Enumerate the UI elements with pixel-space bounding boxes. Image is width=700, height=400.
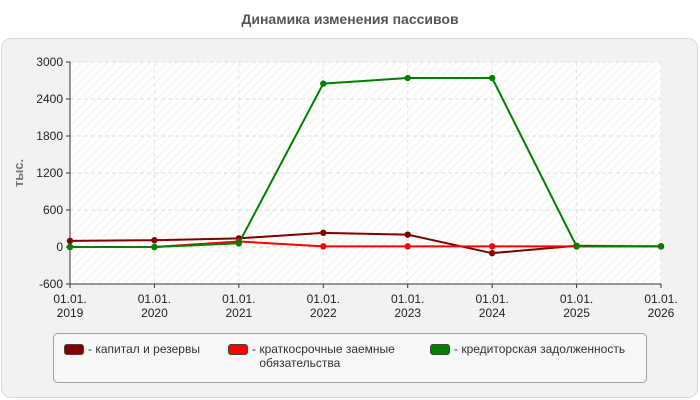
y-tick-label: 3000 xyxy=(36,55,63,69)
x-tick-label: 01.01. 2022 xyxy=(307,292,340,320)
legend-dash: - xyxy=(88,342,96,356)
x-tick-labels: 01.01. 2019 01.01. 2020 01.01. 2021 01.01. 2022… xyxy=(53,284,678,320)
y-tick-label: 600 xyxy=(43,203,63,217)
y-tick-label: -600 xyxy=(39,277,63,291)
legend-dash: - xyxy=(454,342,462,356)
data-point xyxy=(66,237,74,245)
x-tick-label: 01.01. 2024 xyxy=(475,292,508,320)
legend-swatch xyxy=(430,344,450,355)
y-axis-label: тыс. xyxy=(11,159,26,187)
data-point xyxy=(320,243,327,250)
legend-item: - кредиторская задолженность xyxy=(430,342,625,356)
series-3 xyxy=(66,74,665,251)
legend-swatch xyxy=(228,344,248,355)
data-point xyxy=(235,240,243,247)
chart-title: Динамика изменения пассивов xyxy=(241,11,459,27)
data-point xyxy=(573,243,580,250)
legend-label: капитал и резервы xyxy=(95,342,200,356)
data-point xyxy=(404,243,411,250)
data-point xyxy=(404,231,411,238)
y-tick-label: 2400 xyxy=(36,92,63,106)
series-line xyxy=(70,77,661,248)
data-point xyxy=(151,237,158,244)
x-tick-label: 01.01. 2019 xyxy=(53,292,86,320)
legend-label: кредиторская задолженность xyxy=(461,342,626,356)
y-tick-labels: -600 0 600 1200 1800 2400 3000 xyxy=(36,55,70,291)
legend-dash: - xyxy=(252,342,260,356)
legend-item: - краткосрочные заемные обязательства xyxy=(228,342,419,370)
x-tick-label: 01.01. 2025 xyxy=(560,292,593,320)
series-lines xyxy=(66,74,665,257)
data-point xyxy=(66,243,74,251)
x-tick-label: 01.01. 2020 xyxy=(138,292,171,320)
legend-item: - капитал и резервы xyxy=(64,342,200,356)
y-tick-label: 1200 xyxy=(36,166,63,180)
legend-label: краткосрочные заемные обязательства xyxy=(259,342,395,370)
data-point xyxy=(151,243,158,251)
data-point xyxy=(404,74,411,82)
data-point xyxy=(488,74,496,82)
data-point xyxy=(657,243,665,250)
data-point xyxy=(320,80,327,87)
y-tick-label: 1800 xyxy=(36,129,63,143)
x-tick-label: 01.01. 2023 xyxy=(391,292,424,320)
data-point xyxy=(488,243,496,250)
x-tick-label: 01.01. 2021 xyxy=(222,292,255,320)
legend: - капитал и резервы - краткосрочные заем… xyxy=(53,333,647,383)
x-tick-label: 01.01. 2026 xyxy=(644,292,677,320)
data-point xyxy=(488,249,496,257)
legend-swatch xyxy=(64,344,84,355)
y-tick-label: 0 xyxy=(56,240,63,254)
data-point xyxy=(320,229,327,237)
